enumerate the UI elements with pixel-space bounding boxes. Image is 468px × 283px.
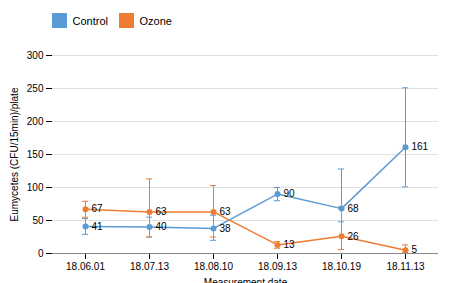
svg-text:0: 0	[38, 247, 44, 258]
svg-text:18.08.10: 18.08.10	[194, 260, 233, 271]
svg-text:13: 13	[284, 239, 296, 250]
svg-text:300: 300	[27, 49, 44, 60]
svg-text:Measurement date: Measurement date	[204, 276, 288, 283]
svg-text:38: 38	[220, 222, 232, 233]
svg-text:100: 100	[27, 181, 44, 192]
html-text:Ozone: Ozone	[139, 14, 172, 27]
svg-text:150: 150	[27, 148, 44, 159]
svg-text:41: 41	[92, 220, 104, 231]
svg-text:50: 50	[32, 214, 44, 225]
html-text:Control: Control	[72, 14, 108, 27]
svg-text:18.11.13: 18.11.13	[386, 260, 425, 271]
svg-text:Eumycetes (CFU/15min)/plate: Eumycetes (CFU/15min)/plate	[9, 87, 20, 221]
svg-text:161: 161	[412, 141, 429, 152]
svg-text:200: 200	[27, 115, 44, 126]
svg-text:63: 63	[220, 206, 232, 217]
svg-text:63: 63	[156, 206, 168, 217]
svg-text:18.09.13: 18.09.13	[258, 260, 297, 271]
svg-text:18.10.19: 18.10.19	[322, 260, 361, 271]
svg-text:18.07.13: 18.07.13	[130, 260, 169, 271]
svg-text:26: 26	[348, 230, 360, 241]
svg-text:67: 67	[92, 203, 104, 214]
svg-text:5: 5	[412, 244, 418, 255]
svg-text:40: 40	[156, 221, 168, 232]
svg-text:18.06.01: 18.06.01	[66, 260, 105, 271]
svg-text:68: 68	[348, 202, 360, 213]
svg-text:250: 250	[27, 82, 44, 93]
svg-text:90: 90	[284, 188, 296, 199]
